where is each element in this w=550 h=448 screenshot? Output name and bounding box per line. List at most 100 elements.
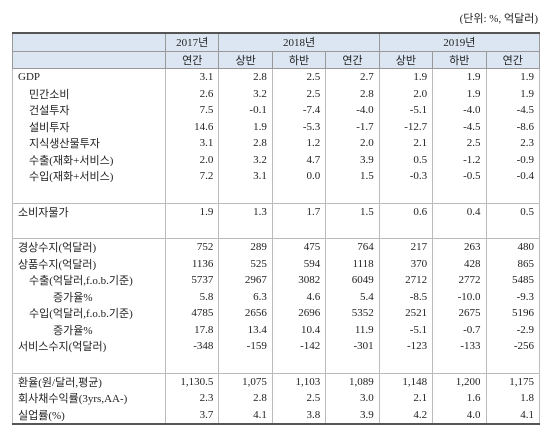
value-cell: 17.8: [164, 321, 220, 338]
value-cell: 2.5: [271, 390, 327, 407]
value-cell: -0.7: [432, 321, 487, 338]
period-header: 상반: [378, 50, 434, 69]
empty-cell: [485, 354, 541, 373]
value-cell: 3.7: [164, 406, 220, 425]
value-cell: 3.1: [218, 168, 273, 185]
spacer-row: [12, 220, 541, 239]
value-cell: 217: [378, 238, 434, 256]
empty-cell: [432, 220, 487, 239]
value-cell: 2521: [378, 305, 434, 322]
table-row: 상품수지(억달러) 1136 525 594 1118 370 428 865: [12, 255, 541, 272]
value-cell: 263: [432, 238, 487, 256]
value-cell: 3.0: [325, 390, 380, 407]
value-cell: 5485: [485, 272, 541, 289]
empty-cell: [271, 354, 327, 373]
period-header: 연간: [485, 50, 541, 69]
value-cell: 2.0: [164, 151, 220, 168]
year-header: 2019년: [378, 32, 541, 52]
value-cell: 1.9: [378, 68, 434, 86]
empty-cell: [218, 354, 273, 373]
value-cell: -4.5: [485, 102, 541, 119]
period-header: 연간: [164, 50, 220, 69]
value-cell: 475: [271, 238, 327, 256]
empty-cell: [485, 220, 541, 239]
value-cell: 13.4: [218, 321, 273, 338]
value-cell: -7.4: [271, 102, 327, 119]
empty-cell: [485, 184, 541, 203]
value-cell: 594: [271, 255, 327, 272]
value-cell: 2.3: [485, 135, 541, 152]
row-label: 실업률(%): [12, 406, 166, 425]
table-row: 증가율% 5.8 6.3 4.6 5.4 -8.5 -10.0 -9.3: [12, 288, 541, 305]
row-label: 증가율%: [12, 288, 166, 305]
value-cell: -5.3: [271, 118, 327, 135]
value-cell: 2772: [432, 272, 487, 289]
value-cell: 3.1: [164, 68, 220, 86]
value-cell: 3.2: [218, 85, 273, 102]
value-cell: -1.2: [432, 151, 487, 168]
row-label: 수출(재화+서비스): [12, 151, 166, 168]
empty-cell: [325, 184, 380, 203]
value-cell: 1.8: [485, 390, 541, 407]
value-cell: 3.2: [218, 151, 273, 168]
empty-cell: [218, 184, 273, 203]
value-cell: 5352: [325, 305, 380, 322]
row-label: 증가율%: [12, 321, 166, 338]
value-cell: 2656: [218, 305, 273, 322]
unit-note: (단위: %, 억달러): [459, 13, 538, 25]
value-cell: 6.3: [218, 288, 273, 305]
value-cell: 1.9: [432, 85, 487, 102]
value-cell: 3.9: [325, 151, 380, 168]
empty-cell: [12, 184, 166, 203]
empty-cell: [12, 220, 166, 239]
value-cell: 4.1: [218, 406, 273, 425]
value-cell: -0.5: [432, 168, 487, 185]
value-cell: 2967: [218, 272, 273, 289]
table-row: 건설투자 7.5 -0.1 -7.4 -4.0 -5.1 -4.0 -4.5: [12, 102, 541, 119]
value-cell: 2.1: [378, 390, 434, 407]
value-cell: -0.1: [218, 102, 273, 119]
value-cell: 3.8: [271, 406, 327, 425]
value-cell: 1,175: [485, 372, 541, 390]
table-row: 지식생산물투자 3.1 2.8 1.2 2.0 2.1 2.5 2.3: [12, 135, 541, 152]
value-cell: -9.3: [485, 288, 541, 305]
empty-cell: [218, 220, 273, 239]
row-label: 경상수지(억달러): [12, 238, 166, 256]
value-cell: 5196: [485, 305, 541, 322]
value-cell: -5.1: [378, 321, 434, 338]
value-cell: 6049: [325, 272, 380, 289]
value-cell: 2696: [271, 305, 327, 322]
value-cell: 1.2: [271, 135, 327, 152]
value-cell: 428: [432, 255, 487, 272]
value-cell: 480: [485, 238, 541, 256]
table-row: 회사채수익률(3yrs,AA-) 2.3 2.8 2.5 3.0 2.1 1.6 1.8: [12, 390, 541, 407]
value-cell: 1.6: [432, 390, 487, 407]
value-cell: 1.7: [271, 202, 327, 220]
empty-cell: [378, 220, 434, 239]
value-cell: 1.9: [485, 68, 541, 86]
value-cell: 1.3: [218, 202, 273, 220]
value-cell: -8.6: [485, 118, 541, 135]
table-row: 소비자물가 1.9 1.3 1.7 1.5 0.6 0.4 0.5: [12, 202, 541, 220]
value-cell: -159: [218, 338, 273, 355]
value-cell: 1.9: [485, 85, 541, 102]
table-row: 민간소비 2.6 3.2 2.5 2.8 2.0 1.9 1.9: [12, 85, 541, 102]
table-row: 수입(억달러,f.o.b.기준) 4785 2656 2696 5352 2521 2675…: [12, 305, 541, 322]
empty-cell: [378, 184, 434, 203]
row-label: 서비스수지(억달러): [12, 338, 166, 355]
value-cell: 370: [378, 255, 434, 272]
spacer-row: [12, 354, 541, 373]
empty-cell: [432, 354, 487, 373]
value-cell: 1,200: [432, 372, 487, 390]
value-cell: -4.0: [432, 102, 487, 119]
value-cell: -0.9: [485, 151, 541, 168]
value-cell: 11.9: [325, 321, 380, 338]
value-cell: -0.3: [378, 168, 434, 185]
empty-cell: [325, 220, 380, 239]
value-cell: 14.6: [164, 118, 220, 135]
value-cell: 2675: [432, 305, 487, 322]
value-cell: -348: [164, 338, 220, 355]
value-cell: 0.6: [378, 202, 434, 220]
value-cell: 2.8: [218, 390, 273, 407]
